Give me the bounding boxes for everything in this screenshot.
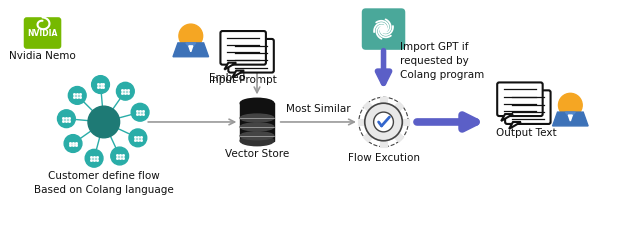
Circle shape xyxy=(92,76,109,93)
Polygon shape xyxy=(403,119,409,126)
Text: NVIDIA: NVIDIA xyxy=(28,29,58,37)
Polygon shape xyxy=(186,43,196,49)
Text: Customer define flow
Based on Colang language: Customer define flow Based on Colang lan… xyxy=(34,171,173,195)
Circle shape xyxy=(111,147,129,165)
Polygon shape xyxy=(225,63,236,70)
Polygon shape xyxy=(552,112,588,126)
Circle shape xyxy=(85,149,103,167)
Polygon shape xyxy=(232,71,244,78)
Circle shape xyxy=(116,82,134,100)
Text: Nvidia Nemo: Nvidia Nemo xyxy=(9,51,76,61)
Polygon shape xyxy=(509,122,521,129)
Polygon shape xyxy=(364,102,372,111)
Circle shape xyxy=(380,26,387,33)
Polygon shape xyxy=(501,114,513,121)
FancyBboxPatch shape xyxy=(228,39,274,72)
Text: Most Similar: Most Similar xyxy=(286,104,351,114)
Ellipse shape xyxy=(240,98,274,108)
Text: Output Text: Output Text xyxy=(495,128,556,138)
Circle shape xyxy=(64,135,82,152)
Text: Embed: Embed xyxy=(209,73,245,84)
Polygon shape xyxy=(380,141,387,147)
Polygon shape xyxy=(358,119,364,126)
Circle shape xyxy=(88,106,120,138)
Ellipse shape xyxy=(240,132,274,140)
Circle shape xyxy=(559,93,582,117)
FancyBboxPatch shape xyxy=(505,90,550,124)
FancyBboxPatch shape xyxy=(362,8,405,50)
Ellipse shape xyxy=(240,136,274,146)
Circle shape xyxy=(129,129,147,147)
Circle shape xyxy=(58,110,76,128)
Circle shape xyxy=(374,112,394,132)
Polygon shape xyxy=(395,133,404,142)
Ellipse shape xyxy=(240,123,274,131)
Circle shape xyxy=(365,103,403,141)
Polygon shape xyxy=(565,112,575,118)
Bar xyxy=(240,103,274,141)
Polygon shape xyxy=(395,102,404,111)
Polygon shape xyxy=(380,97,387,103)
FancyBboxPatch shape xyxy=(220,31,266,65)
Text: Input Prompt: Input Prompt xyxy=(209,75,277,84)
Circle shape xyxy=(179,24,203,48)
Text: Import GPT if
requested by
Colang program: Import GPT if requested by Colang progra… xyxy=(401,42,484,80)
Polygon shape xyxy=(173,43,209,57)
FancyBboxPatch shape xyxy=(497,82,543,116)
Polygon shape xyxy=(364,133,372,142)
Circle shape xyxy=(68,87,86,104)
Ellipse shape xyxy=(240,114,274,122)
Polygon shape xyxy=(568,115,572,121)
Text: Vector Store: Vector Store xyxy=(225,149,289,159)
Polygon shape xyxy=(189,46,193,52)
FancyBboxPatch shape xyxy=(24,17,61,49)
Text: Flow Excution: Flow Excution xyxy=(348,153,420,163)
Circle shape xyxy=(131,103,149,121)
